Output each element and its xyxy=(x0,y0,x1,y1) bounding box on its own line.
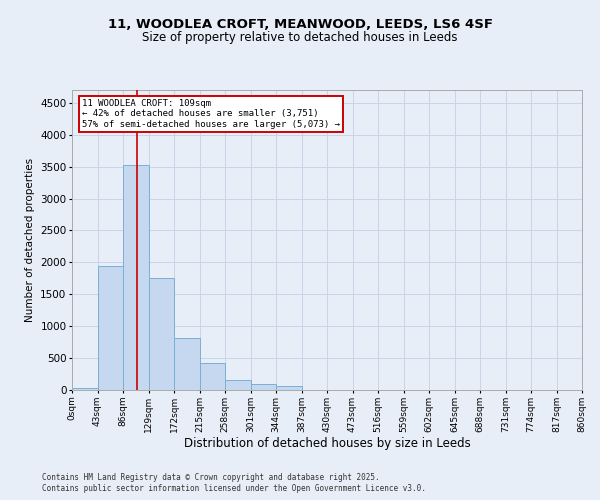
Bar xyxy=(199,363,225,390)
Bar xyxy=(72,388,97,390)
Y-axis label: Number of detached properties: Number of detached properties xyxy=(25,158,35,322)
Text: 11 WOODLEA CROFT: 109sqm
← 42% of detached houses are smaller (3,751)
57% of sem: 11 WOODLEA CROFT: 109sqm ← 42% of detach… xyxy=(82,99,340,129)
Text: Contains public sector information licensed under the Open Government Licence v3: Contains public sector information licen… xyxy=(42,484,426,493)
Text: Contains HM Land Registry data © Crown copyright and database right 2025.: Contains HM Land Registry data © Crown c… xyxy=(42,472,380,482)
Bar xyxy=(251,384,276,390)
Bar xyxy=(174,338,199,390)
Text: 11, WOODLEA CROFT, MEANWOOD, LEEDS, LS6 4SF: 11, WOODLEA CROFT, MEANWOOD, LEEDS, LS6 … xyxy=(107,18,493,30)
Bar xyxy=(123,166,149,390)
Text: Size of property relative to detached houses in Leeds: Size of property relative to detached ho… xyxy=(142,31,458,44)
Bar xyxy=(149,278,174,390)
Bar xyxy=(225,380,251,390)
Bar xyxy=(97,266,123,390)
X-axis label: Distribution of detached houses by size in Leeds: Distribution of detached houses by size … xyxy=(184,438,470,450)
Bar xyxy=(276,386,302,390)
